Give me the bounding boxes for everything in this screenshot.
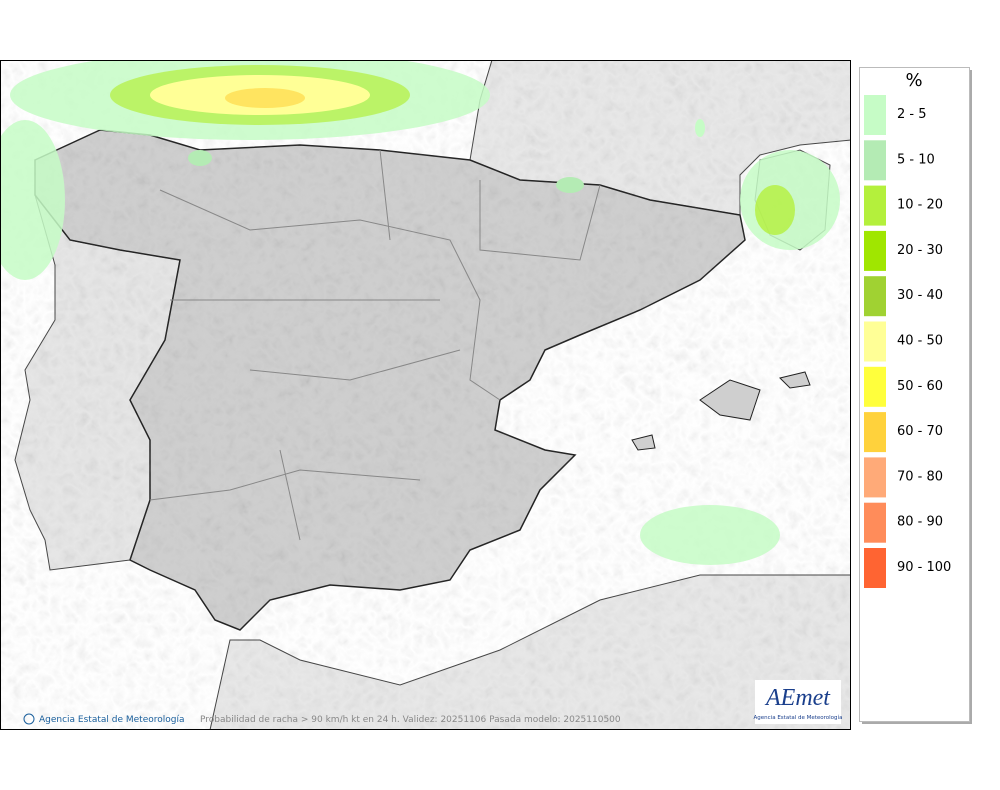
- map: AEmet Agencia Estatal de Meteorología Ag…: [1, 61, 850, 729]
- copyright-icon: [23, 713, 35, 725]
- credit: Agencia Estatal de Meteorología: [39, 715, 185, 725]
- logo: AEmet Agencia Estatal de Meteorología: [754, 680, 843, 724]
- area: [188, 150, 212, 166]
- area: [225, 88, 305, 108]
- legend-title: %: [905, 70, 922, 91]
- legend-swatch: [864, 412, 886, 453]
- legend-swatch: [864, 548, 886, 588]
- legend-label: 2 - 5: [897, 107, 927, 122]
- legend-swatch: [864, 321, 886, 362]
- probability-areas: [1, 61, 840, 565]
- legend-swatch: [864, 185, 886, 226]
- legend-swatch: [864, 230, 886, 271]
- legend-label: 40 - 50: [897, 334, 943, 349]
- legend-swatch: [864, 140, 886, 181]
- legend-label: 20 - 30: [897, 243, 943, 258]
- legend-swatch: [864, 457, 886, 498]
- legend-label: 90 - 100: [897, 560, 951, 575]
- mallorca: [699, 379, 761, 421]
- logo-subtitle: Agencia Estatal de Meteorología: [754, 714, 843, 721]
- legend-label: 10 - 20: [897, 198, 943, 213]
- menorca: [779, 371, 811, 389]
- legend-label: 5 - 10: [897, 152, 935, 167]
- area: [556, 177, 584, 193]
- legend-label: 60 - 70: [897, 424, 943, 439]
- map-frame: [0, 60, 851, 730]
- legend-label: 30 - 40: [897, 288, 943, 303]
- area: [640, 505, 780, 565]
- caption: Probabilidad de racha > 90 km/h kt en 24…: [200, 715, 621, 725]
- legend-label: 50 - 60: [897, 379, 943, 394]
- legend-swatch: [864, 366, 886, 407]
- area: [755, 185, 795, 235]
- legend-swatch: [864, 276, 886, 317]
- region-borders: [149, 149, 601, 541]
- logo-name: AEmet: [764, 685, 831, 711]
- legend: % 2 - 5 5 - 10 10 - 20 20 - 30 30 - 40 40 - 5…: [859, 67, 972, 724]
- legend-swatch: [864, 95, 886, 135]
- legend-label: 80 - 90: [897, 515, 943, 530]
- legend-label: 70 - 80: [897, 469, 943, 484]
- ibiza: [631, 434, 656, 451]
- legend-swatch: [864, 502, 886, 543]
- border-lines: [149, 149, 601, 541]
- area: [695, 119, 705, 137]
- logo-box: [755, 680, 841, 724]
- area: [1, 120, 65, 280]
